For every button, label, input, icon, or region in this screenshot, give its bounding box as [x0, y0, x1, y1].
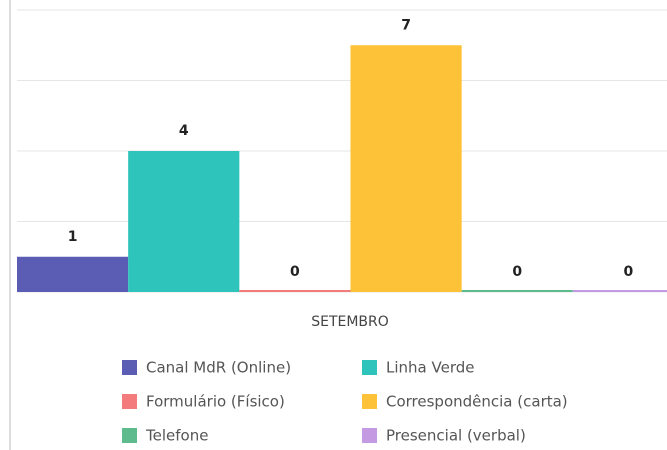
- bar: [128, 151, 240, 292]
- legend-label: Linha Verde: [386, 359, 474, 377]
- legend-label: Correspondência (carta): [386, 393, 568, 411]
- legend-label: Presencial (verbal): [386, 427, 526, 445]
- bar: [572, 290, 667, 292]
- data-label: 1: [68, 229, 78, 245]
- bar: [461, 290, 573, 292]
- legend-swatch: [362, 360, 377, 375]
- data-label: 4: [179, 123, 189, 139]
- legend-label: Formulário (Físico): [146, 393, 285, 411]
- legend-label: Telefone: [145, 427, 208, 445]
- data-label: 0: [290, 264, 300, 280]
- x-tick-label: SETEMBRO: [311, 314, 389, 330]
- bar: [17, 256, 129, 292]
- legend-label: Canal MdR (Online): [146, 359, 291, 377]
- legend-swatch: [122, 394, 137, 409]
- data-label: 0: [624, 264, 634, 280]
- legend-swatch: [362, 428, 377, 443]
- bar: [350, 45, 462, 292]
- legend-swatch: [122, 428, 137, 443]
- legend-swatch: [362, 394, 377, 409]
- data-label: 0: [512, 264, 522, 280]
- data-label: 7: [401, 17, 411, 33]
- legend-swatch: [122, 360, 137, 375]
- bar: [239, 290, 351, 292]
